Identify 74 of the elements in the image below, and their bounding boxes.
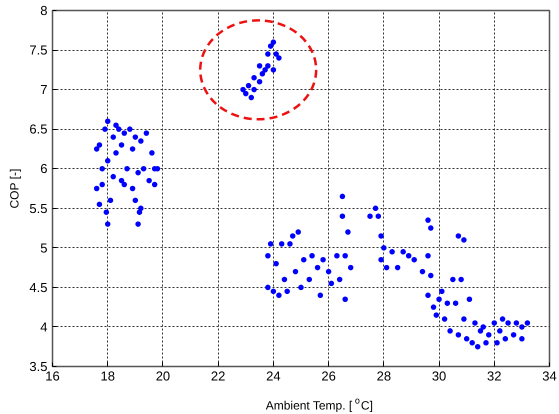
point [270, 67, 276, 73]
point [94, 186, 100, 192]
y-tick-label: 3.5 [29, 359, 48, 374]
y-tick-label: 5.5 [29, 200, 48, 216]
point [251, 86, 257, 92]
point [149, 150, 155, 156]
point [118, 142, 124, 148]
point [262, 67, 268, 73]
x-tick-label: 24 [266, 368, 281, 384]
point [130, 186, 136, 192]
point [240, 86, 246, 92]
point [136, 209, 142, 215]
point [113, 122, 119, 128]
point [110, 134, 116, 140]
y-tick-label: 5 [40, 240, 48, 256]
point [251, 75, 257, 80]
point [265, 51, 271, 57]
point [270, 39, 276, 45]
point [104, 209, 110, 215]
y-tick-label: 7 [40, 82, 48, 98]
point [130, 146, 136, 152]
point [104, 118, 110, 124]
point [104, 158, 110, 164]
x-tick-label: 28 [376, 368, 392, 384]
point [256, 63, 262, 69]
point [104, 221, 110, 227]
point [144, 130, 150, 136]
y-tick-label: 4.5 [29, 280, 48, 295]
point [152, 182, 158, 188]
point [140, 166, 146, 172]
point [243, 90, 249, 96]
x-tick-label: 30 [432, 368, 446, 384]
y-tick-label: 6 [40, 161, 48, 176]
point [96, 142, 102, 148]
point [246, 82, 252, 88]
point [122, 130, 128, 136]
point [118, 178, 124, 184]
point [113, 150, 119, 156]
y-axis-title: COP [-] [7, 168, 22, 208]
point [248, 94, 254, 100]
x-tick-label: 26 [321, 368, 336, 384]
point [99, 166, 105, 172]
x-tick-label: 22 [210, 368, 226, 384]
point [135, 170, 141, 176]
x-tick-label: 18 [100, 368, 115, 384]
point [132, 134, 138, 140]
point [99, 182, 105, 188]
x-tick-label: 32 [487, 368, 502, 384]
point [110, 174, 116, 180]
y-tick-label: 7.5 [29, 42, 48, 58]
x-tick-label: 20 [156, 368, 170, 384]
point [135, 221, 141, 227]
point [260, 71, 266, 77]
point [265, 63, 271, 69]
point [94, 146, 100, 152]
point [116, 126, 122, 132]
x-tick-label: 34 [542, 368, 557, 384]
point [124, 166, 130, 172]
point [146, 178, 152, 184]
point [127, 126, 133, 132]
point [102, 126, 108, 132]
y-tick-label: 8 [40, 3, 48, 18]
point [96, 202, 102, 208]
point [122, 182, 128, 188]
point [273, 51, 279, 57]
y-tick-label: 6.5 [29, 122, 48, 137]
y-tick-label: 4 [40, 319, 48, 334]
point [132, 198, 138, 204]
point [256, 78, 262, 84]
point [138, 138, 144, 144]
point [276, 55, 282, 61]
point [108, 198, 114, 204]
point [138, 206, 144, 212]
point [268, 43, 274, 49]
